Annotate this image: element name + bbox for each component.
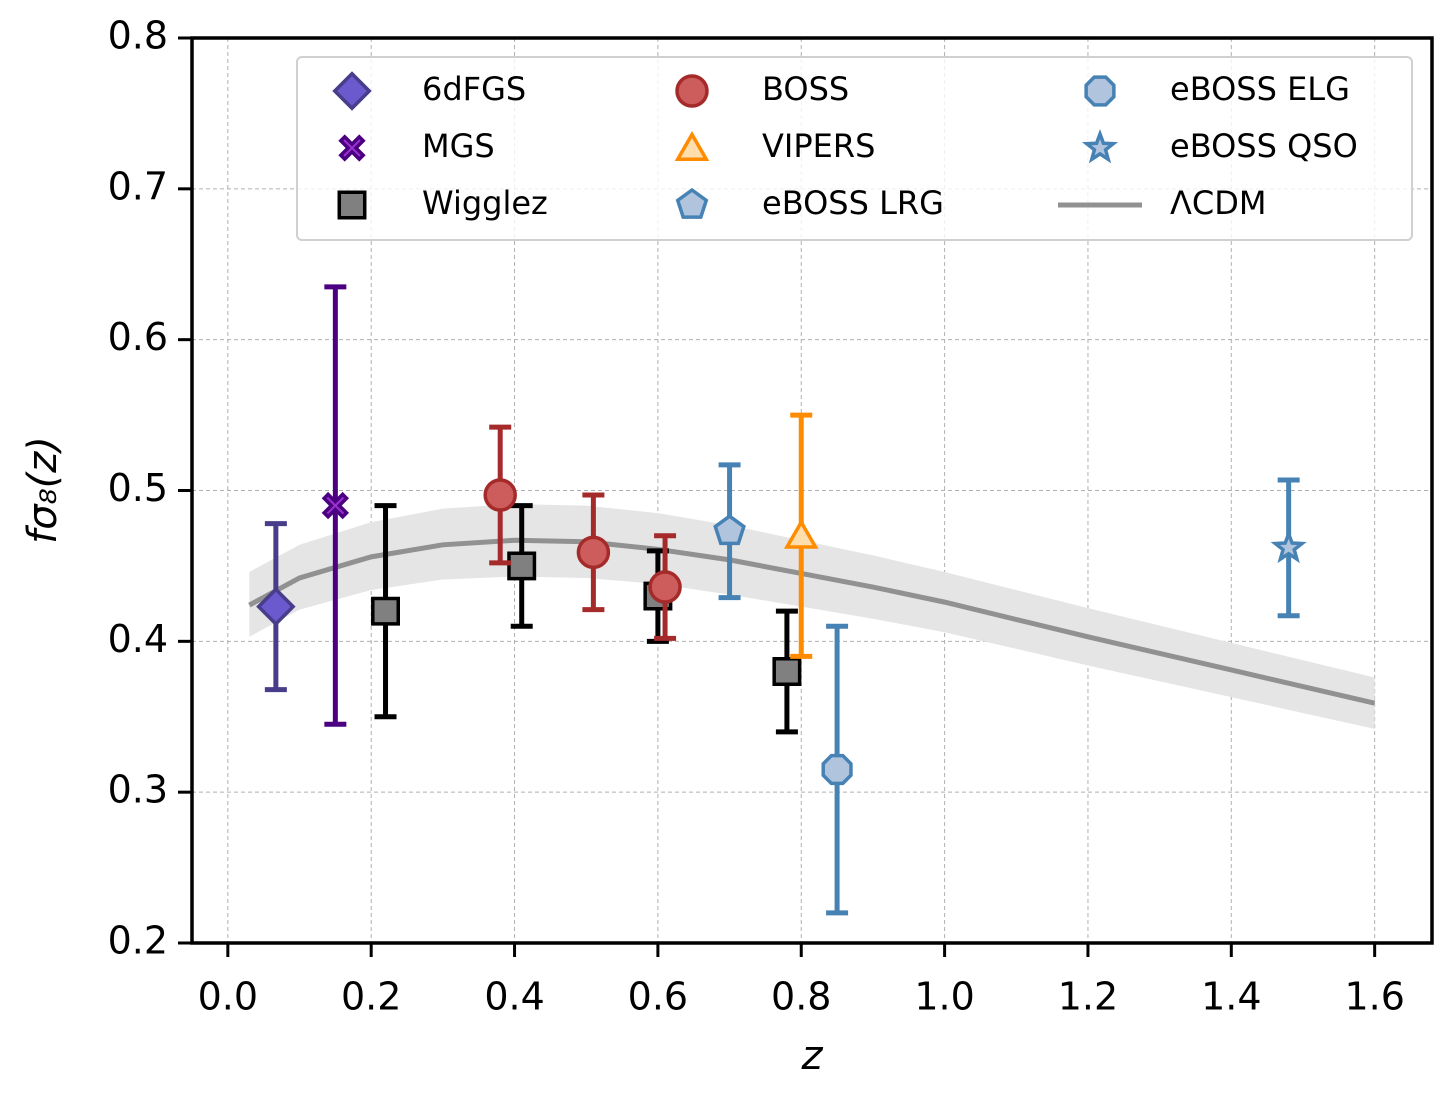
x-tick-label: 0.4 — [484, 975, 544, 1019]
legend-label: VIPERS — [762, 127, 875, 165]
data-point — [1270, 528, 1307, 564]
x-axis-label: z — [801, 1033, 824, 1079]
data-point — [483, 478, 517, 512]
data-point — [321, 491, 350, 520]
legend-marker — [675, 187, 709, 219]
data-point — [713, 514, 746, 546]
y-tick-label: 0.5 — [108, 466, 168, 510]
legend-label: BOSS — [762, 70, 849, 108]
y-axis-label: fσ₈(z) — [20, 436, 66, 544]
data-point — [507, 551, 537, 581]
legend-marker — [338, 134, 366, 162]
legend-marker — [1084, 75, 1116, 107]
legend: 6dFGS MGS Wigglez BOSS VIPERS eBOSS LRG eBOSS … — [296, 56, 1413, 241]
data-point — [783, 518, 819, 549]
data-point — [371, 596, 401, 626]
x-tick-label: 1.6 — [1344, 975, 1404, 1019]
legend-marker — [332, 71, 372, 111]
data-point — [821, 753, 853, 786]
legend-label: eBOSS LRG — [762, 184, 944, 222]
data-point — [576, 535, 611, 570]
legend-frame — [296, 56, 1413, 241]
plot-frame — [190, 36, 1434, 945]
legend-label: 6dFGS — [422, 70, 526, 108]
x-tick-label: 1.0 — [914, 975, 974, 1019]
x-tick-label: 1.2 — [1058, 975, 1118, 1019]
y-tick-label: 0.6 — [108, 315, 168, 359]
legend-marker — [337, 190, 367, 220]
legend-marker — [675, 74, 709, 108]
x-tick-label: 0.6 — [628, 975, 688, 1019]
legend-marker — [674, 130, 710, 161]
legend-label: eBOSS ELG — [1170, 70, 1350, 108]
x-tick-label: 0.8 — [771, 975, 831, 1019]
x-tick-label: 0.2 — [341, 975, 401, 1019]
data-point — [256, 586, 296, 627]
y-tick-label: 0.4 — [108, 617, 168, 661]
legend-label: Wigglez — [422, 184, 548, 222]
data-point — [772, 657, 802, 686]
y-tick-label: 0.3 — [108, 768, 168, 812]
legend-label: ΛCDM — [1170, 184, 1266, 222]
legend-label: eBOSS QSO — [1170, 127, 1358, 165]
data-point — [648, 570, 682, 604]
y-tick-label: 0.8 — [108, 14, 168, 58]
x-tick-label: 1.4 — [1201, 975, 1261, 1019]
legend-marker — [1081, 129, 1119, 164]
legend-label: MGS — [422, 127, 495, 165]
y-tick-label: 0.7 — [108, 164, 168, 208]
x-tick-label: 0.0 — [198, 975, 258, 1019]
y-tick-label: 0.2 — [108, 919, 168, 963]
